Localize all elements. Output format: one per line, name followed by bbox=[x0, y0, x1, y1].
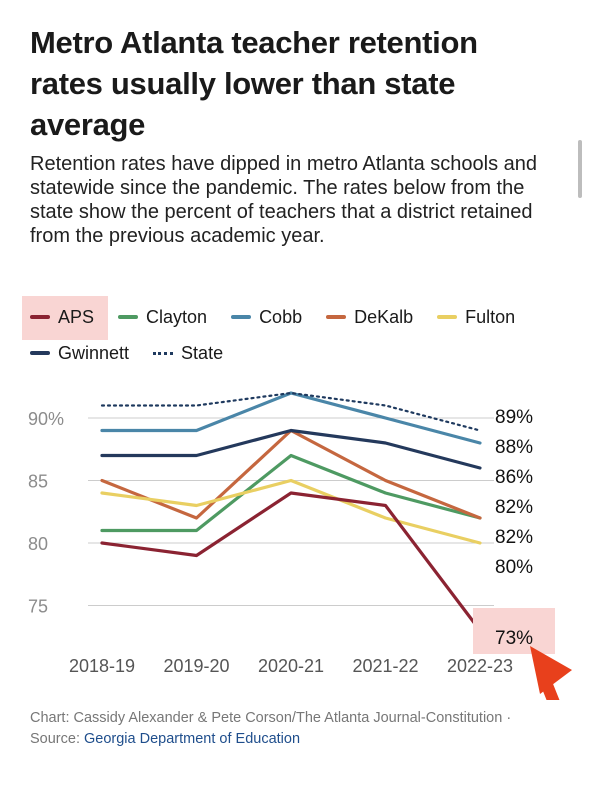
line-chart: 75 80 85 90% 2018-19 2019-20 2020-21 2021-22 202… bbox=[28, 391, 572, 700]
legend-label-dekalb: DeKalb bbox=[354, 307, 414, 327]
legend-item-dekalb: DeKalb bbox=[326, 306, 413, 328]
legend-item-state: State bbox=[153, 342, 223, 364]
legend-label-cobb: Cobb bbox=[259, 307, 303, 327]
series-line-state bbox=[100, 391, 482, 432]
legend-item-clayton: Clayton bbox=[118, 306, 207, 328]
y-tick-label: 85 bbox=[28, 472, 48, 492]
highlight-box bbox=[473, 608, 555, 654]
arrow-head bbox=[530, 646, 572, 694]
legend-item-gwinnett: Gwinnett bbox=[30, 342, 129, 364]
legend-swatch-gwinnett bbox=[30, 351, 50, 355]
chart-title: Metro Atlanta teacher retention rates us… bbox=[30, 25, 478, 142]
legend-swatch-clayton bbox=[118, 315, 139, 319]
y-tick-label: 80 bbox=[28, 534, 48, 554]
legend-swatch-cobb bbox=[231, 315, 252, 319]
x-tick-label: 2019-20 bbox=[163, 656, 229, 676]
series-line-fulton bbox=[100, 478, 482, 545]
legend-label-aps: APS bbox=[58, 307, 95, 327]
scrollbar[interactable] bbox=[578, 140, 582, 198]
legend: APS Clayton Cobb DeKalb Fulton Gwinnett State bbox=[30, 306, 570, 364]
source-link[interactable]: Georgia Department of Education bbox=[84, 731, 301, 747]
legend-item-aps: APS bbox=[30, 306, 94, 328]
legend-item-cobb: Cobb bbox=[231, 306, 302, 328]
y-tick-label: 75 bbox=[28, 597, 48, 617]
credit-text: Chart: Cassidy Alexander & Pete Corson/T… bbox=[30, 710, 512, 747]
legend-label-state: State bbox=[181, 343, 224, 363]
series-line-cobb bbox=[100, 391, 482, 445]
legend-swatch-aps bbox=[30, 315, 50, 319]
series-line-gwinnett bbox=[100, 428, 482, 470]
legend-swatch-fulton bbox=[437, 315, 458, 319]
arrow-shaft bbox=[539, 677, 560, 700]
chart-subtitle: Retention rates have dipped in metro Atl… bbox=[30, 153, 537, 247]
end-label: 73% bbox=[495, 628, 533, 649]
chart-credit: Chart: Cassidy Alexander & Pete Corson/T… bbox=[30, 708, 550, 750]
legend-swatch-state bbox=[153, 351, 174, 355]
end-label: 80% bbox=[495, 557, 533, 578]
end-label: 82% bbox=[495, 497, 533, 518]
end-label: 89% bbox=[495, 407, 533, 428]
legend-label-gwinnett: Gwinnett bbox=[58, 343, 130, 363]
y-tick-label: 90% bbox=[28, 409, 64, 429]
legend-label-clayton: Clayton bbox=[146, 307, 208, 327]
series-line-dekalb bbox=[100, 428, 482, 520]
series-line-aps bbox=[100, 491, 482, 633]
x-tick-label: 2020-21 bbox=[258, 656, 324, 676]
x-tick-label: 2022-23 bbox=[447, 656, 513, 676]
legend-item-fulton: Fulton bbox=[437, 306, 515, 328]
end-label: 86% bbox=[495, 467, 533, 488]
x-tick-label: 2021-22 bbox=[352, 656, 418, 676]
legend-label-fulton: Fulton bbox=[465, 307, 516, 327]
legend-swatch-dekalb bbox=[326, 315, 347, 319]
end-label: 88% bbox=[495, 437, 533, 458]
end-label: 82% bbox=[495, 527, 533, 548]
series-line-clayton bbox=[100, 453, 482, 533]
x-tick-label: 2018-19 bbox=[69, 656, 135, 676]
